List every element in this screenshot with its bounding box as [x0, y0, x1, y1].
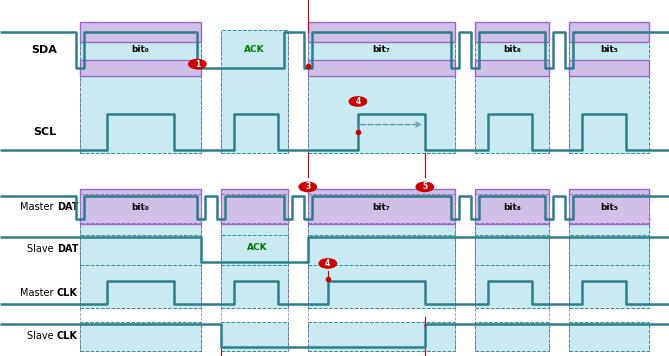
Bar: [475, 235, 549, 265]
Text: bit₀: bit₀: [132, 203, 149, 212]
Bar: [308, 214, 455, 224]
Text: CLK: CLK: [57, 330, 78, 341]
Bar: [221, 214, 288, 224]
Bar: [569, 194, 649, 308]
Text: Master: Master: [20, 288, 57, 298]
Bar: [221, 322, 288, 351]
Bar: [308, 22, 455, 42]
Bar: [569, 194, 649, 222]
Bar: [80, 194, 201, 308]
Bar: [475, 322, 549, 351]
Bar: [475, 214, 549, 224]
Text: ACK: ACK: [248, 243, 268, 252]
Bar: [569, 214, 649, 224]
Bar: [475, 30, 549, 153]
Bar: [569, 59, 649, 75]
Bar: [569, 235, 649, 265]
Text: bit₆: bit₆: [503, 45, 520, 54]
Text: DAT: DAT: [57, 244, 78, 254]
Bar: [475, 194, 549, 308]
Bar: [221, 194, 288, 308]
Bar: [221, 235, 288, 265]
Bar: [308, 59, 455, 75]
Bar: [221, 189, 288, 203]
Text: 3: 3: [305, 182, 310, 192]
Text: Master: Master: [20, 202, 57, 213]
Bar: [308, 189, 455, 203]
Text: 4: 4: [355, 97, 361, 106]
Text: bit₇: bit₇: [373, 45, 390, 54]
Bar: [80, 59, 201, 75]
Text: 5: 5: [422, 182, 427, 192]
Bar: [80, 189, 201, 203]
Text: DAT: DAT: [57, 202, 78, 213]
Bar: [308, 194, 455, 308]
Bar: [308, 235, 455, 265]
Bar: [80, 322, 201, 351]
Text: bit₇: bit₇: [373, 203, 390, 212]
Text: SDA: SDA: [31, 45, 57, 55]
Text: bit₆: bit₆: [503, 203, 520, 212]
Text: bit₅: bit₅: [600, 45, 617, 54]
Bar: [475, 59, 549, 75]
Bar: [475, 22, 549, 42]
Bar: [569, 30, 649, 153]
Bar: [475, 189, 549, 203]
Text: 1: 1: [195, 59, 200, 69]
Bar: [221, 30, 288, 153]
Bar: [80, 194, 201, 222]
Bar: [80, 235, 201, 265]
Text: Slave: Slave: [27, 330, 57, 341]
Bar: [569, 189, 649, 203]
Bar: [80, 30, 201, 153]
Text: bit₅: bit₅: [600, 203, 617, 212]
Bar: [308, 322, 455, 351]
Bar: [569, 22, 649, 42]
Bar: [569, 322, 649, 351]
Bar: [475, 194, 549, 222]
Bar: [80, 214, 201, 224]
Bar: [221, 194, 288, 222]
Text: bit₀: bit₀: [132, 45, 149, 54]
Text: 4: 4: [325, 259, 330, 268]
Bar: [308, 30, 455, 153]
Bar: [80, 22, 201, 42]
Text: CLK: CLK: [57, 288, 78, 298]
Bar: [308, 194, 455, 222]
Text: Slave: Slave: [27, 244, 57, 254]
Text: ACK: ACK: [244, 45, 264, 54]
Text: SCL: SCL: [33, 127, 57, 137]
